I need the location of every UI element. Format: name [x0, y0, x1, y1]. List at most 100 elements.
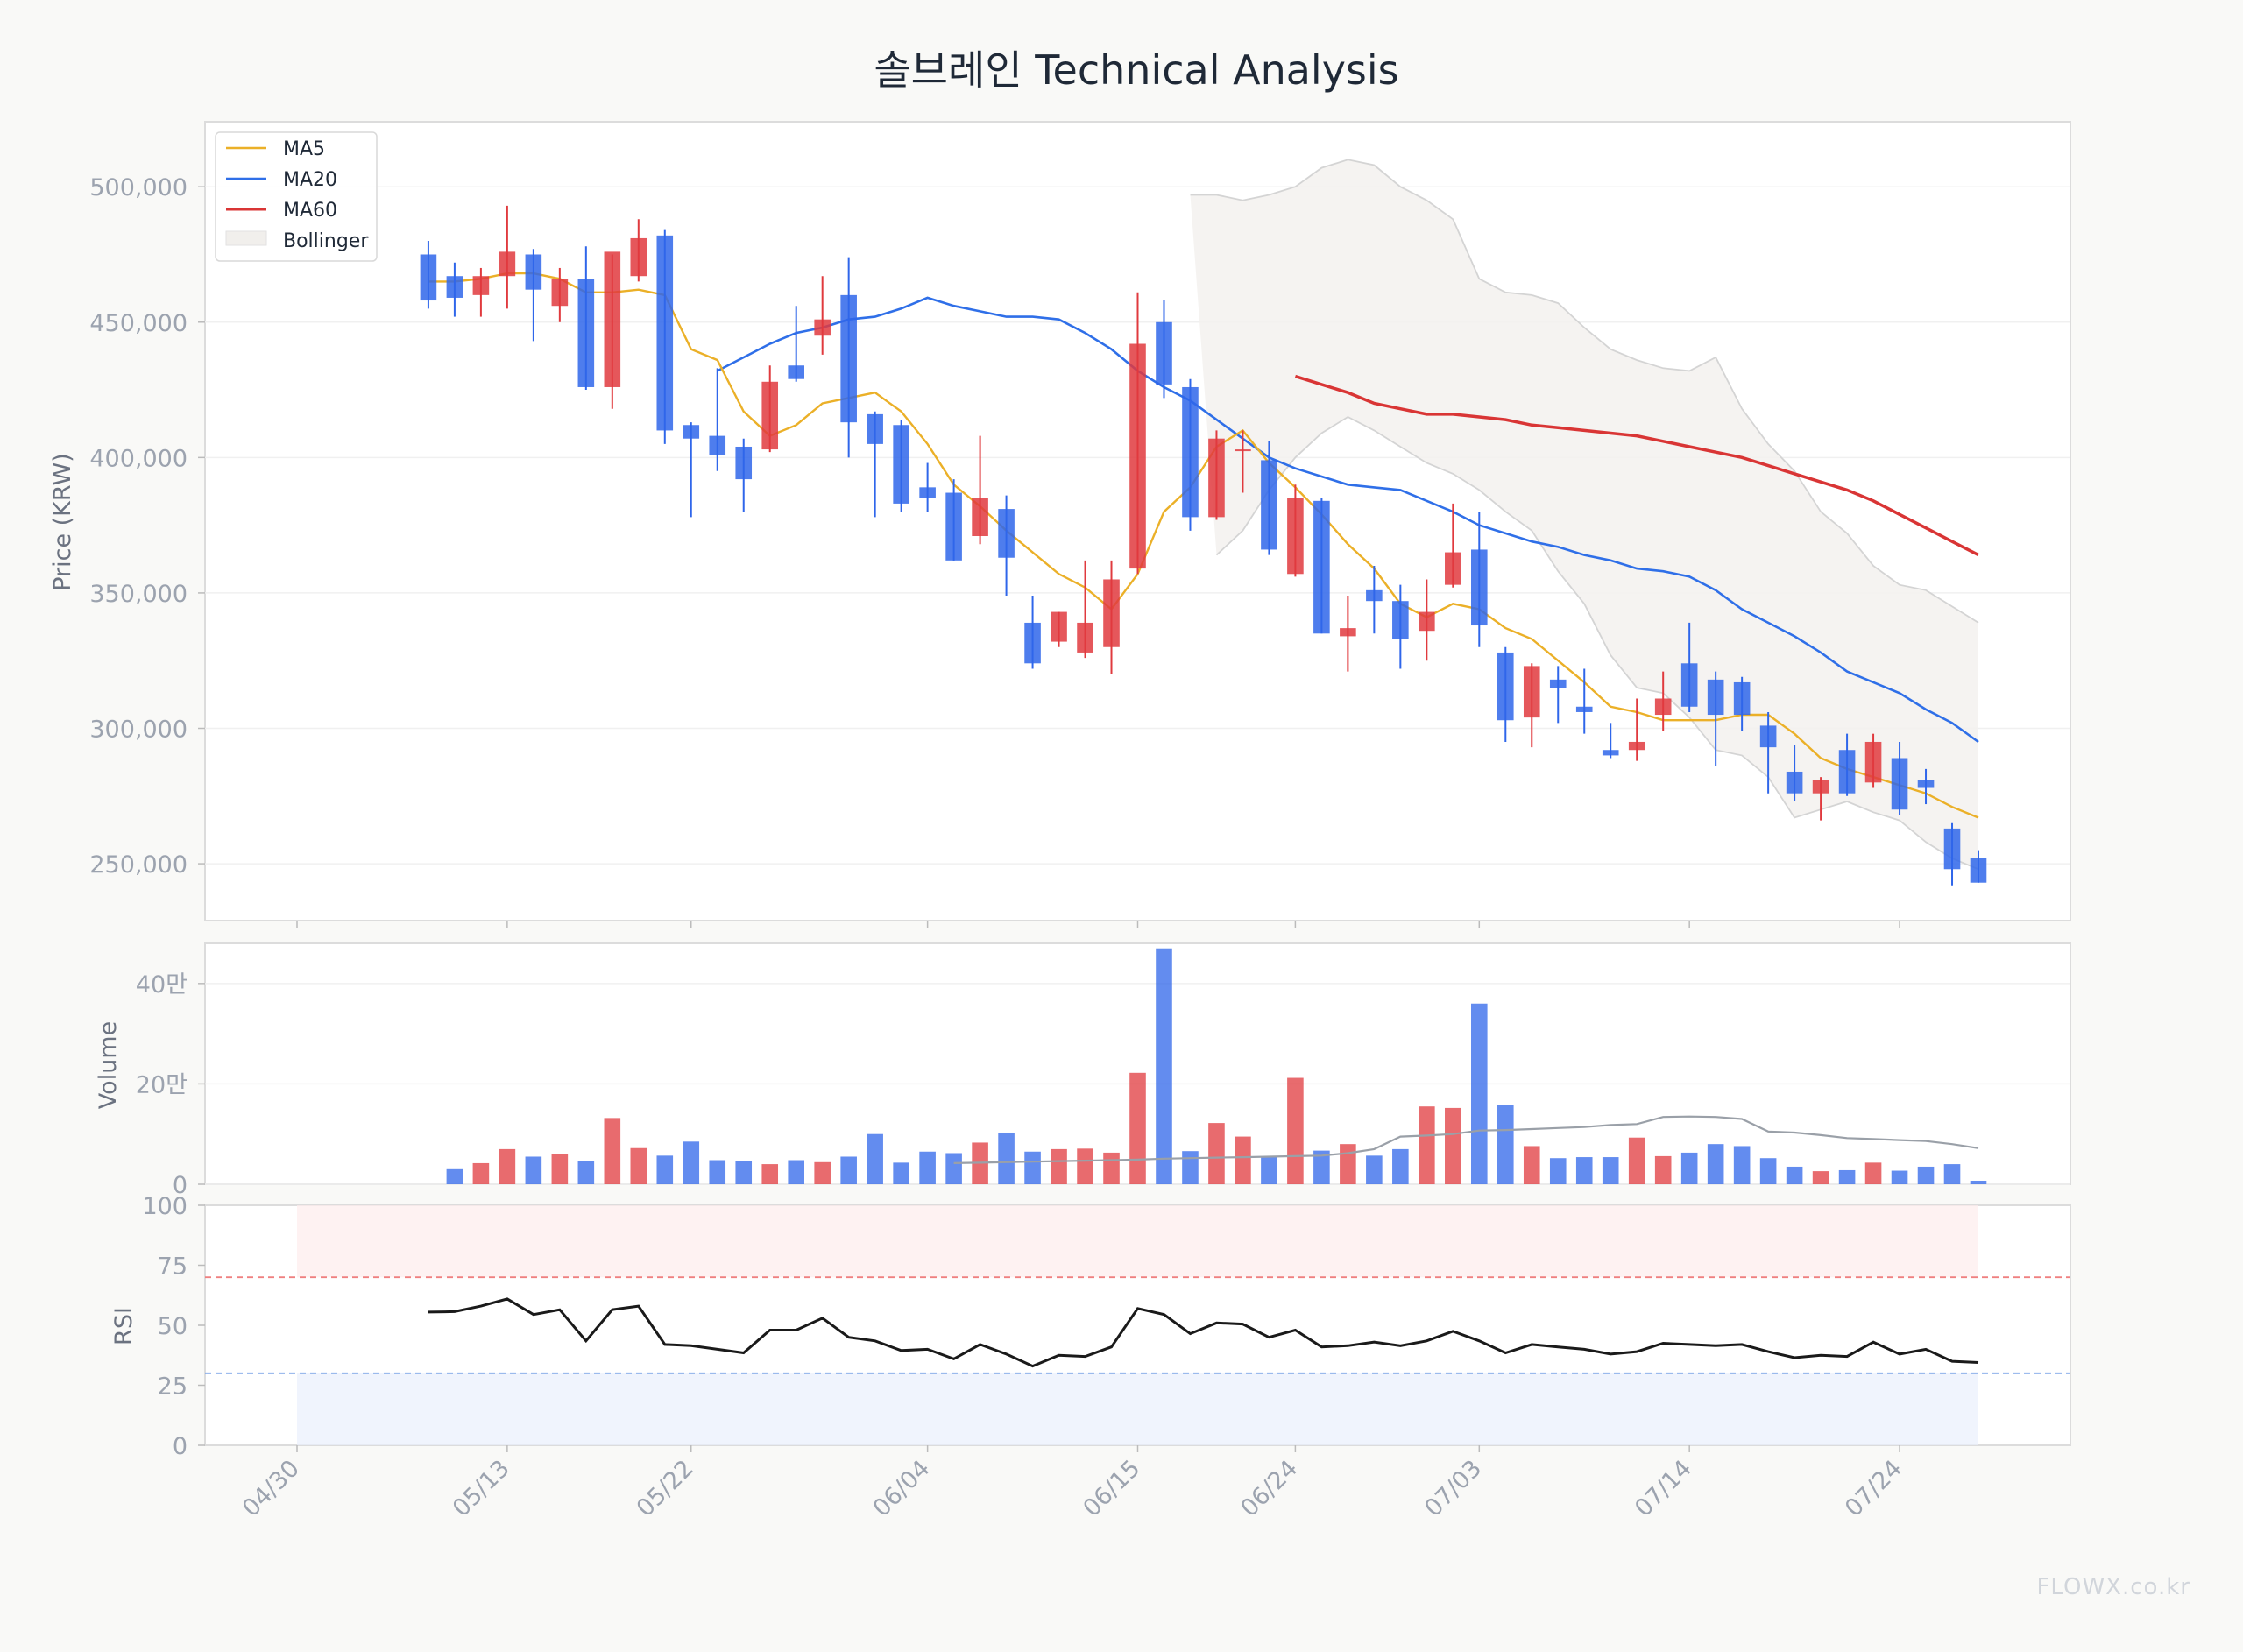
x-tick-label: 07/14 — [1630, 1455, 1697, 1522]
candle-body — [1445, 552, 1461, 585]
candle-body — [1313, 500, 1330, 634]
rsi-tick-label: 75 — [158, 1253, 188, 1281]
volume-bar — [761, 1164, 779, 1184]
volume-bar — [1445, 1107, 1461, 1184]
bollinger-band-area — [1190, 159, 1978, 870]
candle-body — [1970, 858, 1987, 883]
bollinger-upper-line — [1190, 159, 1979, 624]
volume-bar — [577, 1161, 595, 1184]
volume-ma-line — [953, 1115, 1979, 1164]
volume-bar — [472, 1162, 490, 1184]
candle-body — [683, 425, 700, 439]
candle-body — [1917, 780, 1935, 788]
price-tick-label: 500,000 — [89, 174, 188, 201]
candle-body — [1523, 666, 1540, 718]
candle-body — [1392, 601, 1409, 639]
candle-body — [840, 294, 857, 423]
price-legend: MA5 MA20 MA60 Bollinger — [215, 131, 378, 262]
volume-bar — [1838, 1169, 1856, 1184]
volume-bar — [1287, 1077, 1304, 1184]
volume-bar — [1471, 1003, 1488, 1184]
volume-bar — [499, 1148, 516, 1184]
candle-body — [1156, 321, 1172, 385]
volume-bar — [1366, 1155, 1383, 1184]
volume-bar — [1261, 1156, 1277, 1184]
candle-body — [1182, 386, 1199, 518]
candle-body — [1129, 343, 1146, 569]
candle-body — [1786, 771, 1803, 794]
candle-body — [1680, 663, 1698, 707]
volume-bar — [1051, 1148, 1067, 1184]
candle-body — [1628, 741, 1645, 751]
volume-bar — [1129, 1072, 1146, 1184]
volume-bar — [525, 1156, 542, 1184]
volume-bar — [604, 1118, 621, 1184]
ma20-line — [717, 296, 1979, 744]
bollinger-lower-line — [1215, 415, 1979, 871]
volume-bar — [1654, 1155, 1672, 1184]
rsi-line — [428, 1297, 1979, 1368]
volume-bar — [867, 1133, 883, 1184]
volume-bar — [1759, 1158, 1777, 1184]
volume-bar — [1917, 1166, 1935, 1184]
rsi-axis-label: RSI — [110, 1307, 138, 1345]
candle-body — [1891, 758, 1908, 810]
volume-tick-label: 0 — [173, 1172, 188, 1199]
volume-bar — [919, 1151, 936, 1184]
candle-body — [1051, 611, 1067, 642]
candle-body — [1812, 780, 1829, 794]
volume-bar — [1077, 1148, 1093, 1184]
candle-body — [893, 425, 909, 504]
volume-bar — [1970, 1180, 1987, 1184]
volume-bar — [1156, 948, 1172, 1184]
volume-bar — [788, 1160, 804, 1184]
volume-bar — [1786, 1166, 1803, 1184]
candle-body — [1471, 549, 1488, 626]
x-tick-label: 05/22 — [632, 1455, 699, 1522]
volume-bar — [1340, 1144, 1356, 1184]
candle-body — [867, 413, 883, 444]
x-tick-label: 06/15 — [1079, 1455, 1146, 1522]
ma60-line — [1294, 374, 1979, 557]
candle-body — [1497, 652, 1514, 721]
volume-bar — [1182, 1151, 1199, 1184]
x-tick-label: 06/04 — [868, 1455, 936, 1522]
price-axis-label: Price (KRW) — [49, 453, 76, 591]
legend-ma20-label: MA20 — [283, 169, 337, 191]
candle-body — [1549, 679, 1567, 688]
volume-bar — [1891, 1170, 1908, 1184]
candle-body — [1419, 611, 1435, 632]
legend-bollinger-swatch — [225, 230, 267, 246]
legend-ma5-label: MA5 — [283, 138, 325, 160]
candle-body — [735, 446, 753, 480]
candle-body — [1287, 498, 1304, 575]
candle-body — [1707, 679, 1724, 716]
price-tick-label: 250,000 — [89, 851, 188, 879]
volume-tick-label: 20만 — [136, 1071, 188, 1098]
candle-body — [1077, 622, 1093, 653]
volume-tick-label: 40만 — [136, 971, 188, 999]
volume-bar — [1523, 1146, 1540, 1184]
candle-body — [1261, 460, 1277, 550]
rsi-oversold-zone — [297, 1373, 1978, 1445]
candle-body — [525, 254, 542, 290]
volume-bar — [998, 1132, 1015, 1184]
candle-body — [1235, 449, 1251, 452]
candle-body — [1103, 579, 1120, 647]
candle-body — [1366, 589, 1383, 602]
candle-body — [1838, 750, 1856, 794]
rsi-tick-label: 100 — [142, 1193, 188, 1220]
price-tick-label: 400,000 — [89, 445, 188, 472]
volume-bar — [656, 1155, 674, 1184]
candle-body — [1602, 750, 1619, 756]
candle-body — [761, 381, 779, 450]
candle-body — [709, 435, 726, 455]
volume-bar — [1733, 1146, 1751, 1184]
volume-bar — [1103, 1152, 1120, 1184]
volume-bar — [683, 1141, 700, 1184]
chart-title: 솔브레인 Technical Analysis — [874, 46, 1398, 94]
watermark: FLOWX.co.kr — [2036, 1574, 2190, 1600]
volume-bar — [1575, 1157, 1593, 1184]
candle-body — [630, 237, 647, 277]
volume-bar — [1680, 1152, 1698, 1184]
